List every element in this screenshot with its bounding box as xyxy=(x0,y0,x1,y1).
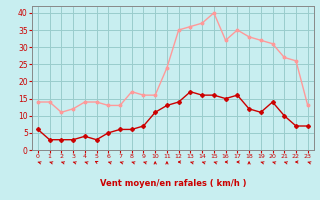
X-axis label: Vent moyen/en rafales ( km/h ): Vent moyen/en rafales ( km/h ) xyxy=(100,179,246,188)
